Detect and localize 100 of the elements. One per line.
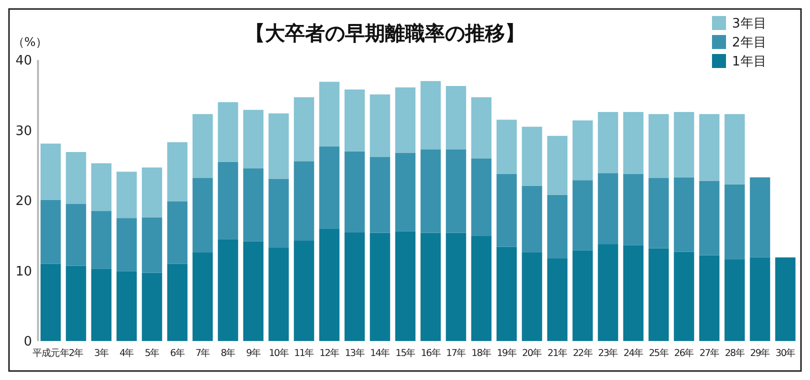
x-tick-label: 9年: [246, 347, 262, 359]
bar: [547, 194, 568, 258]
y-tick-label: 20: [15, 194, 32, 210]
bar: [699, 114, 720, 181]
bar: [40, 144, 61, 200]
bar: [724, 184, 745, 260]
bar: [750, 257, 770, 341]
bar: [192, 252, 213, 341]
bar: [243, 241, 264, 341]
bar: [446, 149, 466, 233]
y-tick-label: 0: [24, 334, 32, 350]
bar: [218, 102, 238, 162]
bar: [268, 248, 289, 341]
x-tick-label: 26年: [674, 347, 695, 359]
bar: [142, 217, 162, 273]
bar: [572, 180, 593, 250]
bar: [496, 246, 517, 341]
x-tick-label: 24年: [623, 347, 644, 359]
bar: [522, 252, 542, 341]
bar: [243, 168, 264, 242]
x-tick-label: 3年: [94, 347, 110, 359]
bar: [294, 97, 314, 162]
bar: [724, 114, 745, 184]
bar: [446, 86, 466, 150]
legend-label: 3年目: [732, 16, 766, 32]
bar: [142, 167, 162, 218]
x-tick-label: 20年: [522, 347, 543, 359]
bar: [420, 232, 441, 341]
bar: [648, 248, 669, 341]
x-tick-label: 18年: [471, 347, 492, 359]
bar: [775, 257, 796, 341]
y-tick-label: 30: [15, 124, 32, 139]
bar: [192, 178, 213, 252]
bar: [167, 264, 188, 341]
bar: [370, 156, 390, 233]
x-tick-label: 23年: [598, 347, 619, 359]
bar: [370, 232, 390, 341]
bar: [623, 174, 644, 246]
x-tick-label: 19年: [496, 347, 518, 359]
bar: [395, 231, 416, 341]
x-tick-label: 28年: [724, 347, 746, 359]
bar: [243, 110, 264, 168]
bar: [294, 240, 314, 341]
bar: [471, 236, 492, 341]
bar: [66, 152, 86, 204]
x-tick-label: 2年: [68, 347, 84, 359]
bar: [420, 149, 441, 233]
bar: [395, 87, 416, 153]
bar: [142, 272, 162, 341]
bar: [66, 204, 86, 266]
bar: [218, 239, 238, 341]
bar: [319, 228, 340, 341]
bar: [496, 174, 517, 247]
bar: [522, 126, 542, 186]
bar: [674, 177, 694, 252]
bar: [724, 260, 745, 341]
y-axis-title: （%）: [12, 35, 48, 49]
bar: [344, 90, 365, 152]
bar: [167, 201, 188, 264]
x-tick-label: 平成元年: [32, 347, 70, 359]
x-tick-label: 27年: [699, 347, 720, 359]
bar: [218, 162, 238, 240]
bar: [496, 120, 517, 174]
x-tick-label: 17年: [446, 347, 467, 359]
bar: [91, 163, 112, 212]
x-tick-label: 29年: [750, 347, 771, 359]
x-tick-label: 14年: [370, 347, 391, 359]
bar: [572, 120, 593, 180]
legend-label: 1年目: [732, 54, 766, 70]
x-tick-label: 10年: [268, 347, 290, 359]
x-tick-label: 6年: [170, 347, 186, 359]
x-tick-label: 7年: [195, 347, 211, 359]
bar: [268, 178, 289, 248]
x-tick-label: 4年: [119, 347, 135, 359]
bar: [116, 218, 137, 272]
x-tick-label: 8年: [220, 347, 236, 359]
bar: [319, 82, 340, 146]
y-tick-label: 10: [15, 264, 32, 280]
bar: [192, 114, 213, 178]
bar: [522, 186, 542, 252]
x-tick-label: 15年: [395, 347, 416, 359]
bar: [294, 161, 314, 241]
bar: [167, 142, 188, 202]
bar: [674, 252, 694, 341]
bar: [395, 152, 416, 232]
bar: [66, 266, 86, 341]
bar: [319, 146, 340, 229]
bar: [572, 250, 593, 341]
bar: [674, 112, 694, 178]
bar: [598, 112, 618, 174]
x-tick-label: 16年: [420, 347, 442, 359]
bar: [648, 178, 669, 248]
bar: [547, 136, 568, 195]
bar: [471, 158, 492, 236]
x-tick-label: 13年: [344, 347, 366, 359]
bar: [116, 271, 137, 341]
bar: [547, 258, 568, 341]
bar: [623, 112, 644, 174]
x-tick-label: 12年: [319, 347, 340, 359]
bar: [623, 245, 644, 341]
